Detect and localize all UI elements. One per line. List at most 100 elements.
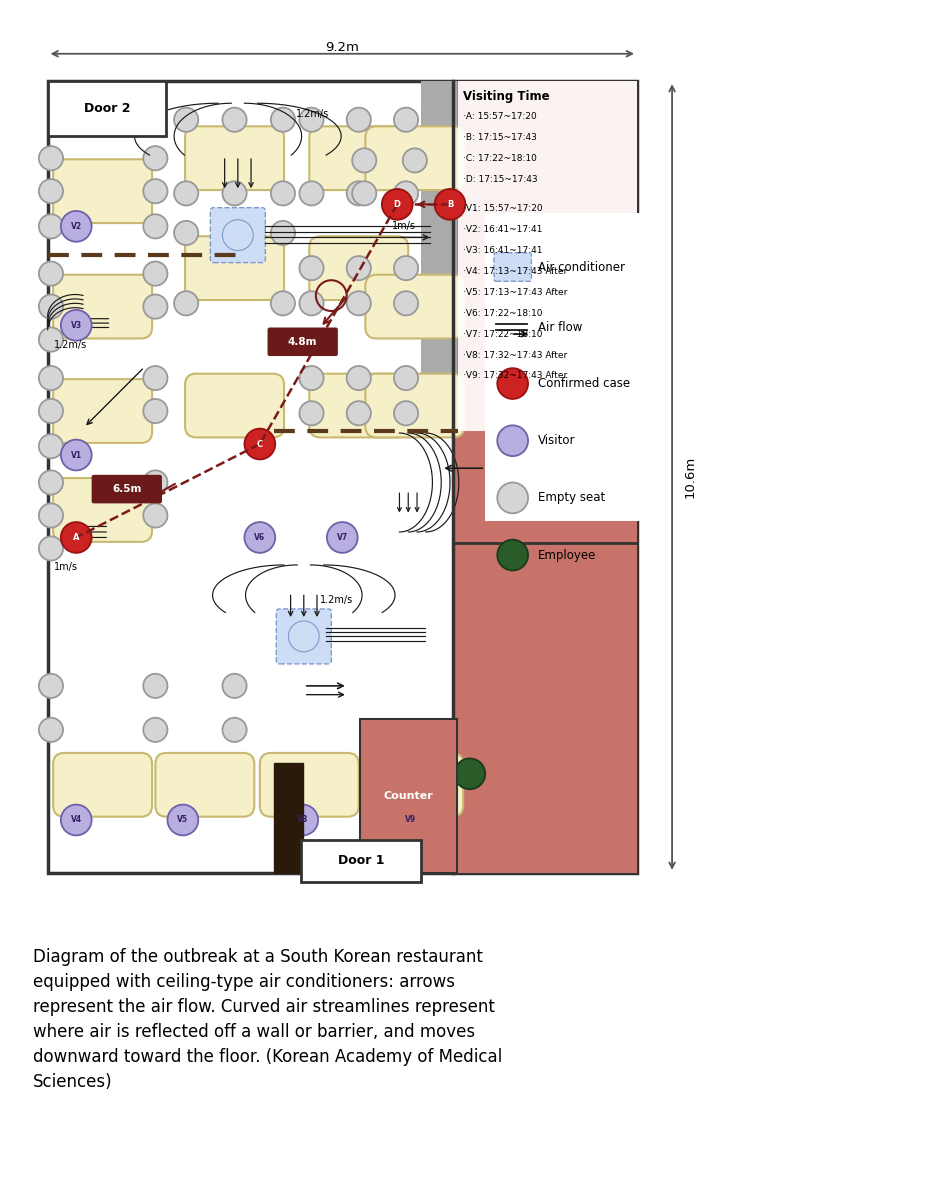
Circle shape: [346, 292, 371, 316]
Circle shape: [223, 220, 254, 251]
Text: V7: V7: [337, 533, 348, 542]
Circle shape: [270, 108, 295, 132]
Circle shape: [144, 294, 167, 319]
Circle shape: [300, 108, 324, 132]
Text: C: C: [256, 439, 263, 449]
Bar: [360, 719, 456, 872]
Circle shape: [38, 398, 63, 424]
Text: Employee: Employee: [538, 548, 596, 562]
Circle shape: [287, 804, 318, 835]
Circle shape: [244, 522, 275, 553]
Circle shape: [144, 215, 167, 239]
FancyBboxPatch shape: [364, 752, 463, 817]
Text: 1m/s: 1m/s: [54, 562, 78, 572]
Circle shape: [144, 673, 167, 698]
Text: V5: V5: [177, 816, 189, 824]
Text: V4: V4: [70, 816, 82, 824]
Circle shape: [244, 428, 275, 460]
Text: ·V1: 15:57~17:20: ·V1: 15:57~17:20: [463, 204, 543, 214]
FancyBboxPatch shape: [54, 379, 152, 443]
Circle shape: [300, 401, 324, 425]
Circle shape: [394, 401, 418, 425]
Circle shape: [174, 108, 198, 132]
Circle shape: [38, 673, 63, 698]
Text: ·V3: 16:41~17:41: ·V3: 16:41~17:41: [463, 246, 543, 256]
Circle shape: [498, 540, 528, 570]
Circle shape: [38, 718, 63, 742]
Text: Kitchen: Kitchen: [510, 336, 581, 354]
Circle shape: [435, 188, 466, 220]
Text: 1.2m/s: 1.2m/s: [320, 595, 354, 605]
Circle shape: [498, 425, 528, 456]
Circle shape: [352, 181, 377, 205]
FancyBboxPatch shape: [268, 328, 338, 356]
Text: V3: V3: [70, 320, 82, 330]
Circle shape: [38, 328, 63, 352]
Circle shape: [61, 211, 92, 241]
Circle shape: [223, 108, 247, 132]
Circle shape: [403, 149, 427, 173]
Circle shape: [38, 262, 63, 286]
Text: V8: V8: [297, 816, 308, 824]
Circle shape: [270, 292, 295, 316]
Circle shape: [144, 398, 167, 424]
Bar: [454, 542, 637, 872]
Circle shape: [38, 434, 63, 458]
Text: ·C: 17:22~18:10: ·C: 17:22~18:10: [463, 154, 537, 163]
FancyBboxPatch shape: [309, 373, 408, 438]
Text: ·A: 15:57~17:20: ·A: 15:57~17:20: [463, 112, 537, 121]
Circle shape: [174, 221, 198, 245]
FancyBboxPatch shape: [54, 160, 152, 223]
Circle shape: [144, 503, 167, 528]
Text: Visitor: Visitor: [538, 434, 576, 448]
Circle shape: [144, 262, 167, 286]
FancyBboxPatch shape: [185, 236, 284, 300]
Circle shape: [498, 368, 528, 398]
Circle shape: [38, 470, 63, 494]
Circle shape: [38, 294, 63, 319]
Text: ·V9: 17:32~17:43 After: ·V9: 17:32~17:43 After: [463, 372, 567, 380]
Text: V9: V9: [405, 816, 416, 824]
Circle shape: [346, 401, 371, 425]
Circle shape: [395, 804, 425, 835]
Text: Air conditioner: Air conditioner: [538, 260, 625, 274]
Circle shape: [144, 718, 167, 742]
Text: 9.2m: 9.2m: [325, 41, 360, 54]
Text: Counter: Counter: [383, 791, 433, 800]
Circle shape: [288, 622, 319, 652]
Circle shape: [38, 146, 63, 170]
Circle shape: [454, 758, 485, 790]
Text: ·V4: 17:13~17:43 After: ·V4: 17:13~17:43 After: [463, 268, 567, 276]
Text: Empty seat: Empty seat: [538, 491, 606, 504]
Text: Visiting Time: Visiting Time: [463, 90, 550, 103]
Circle shape: [144, 366, 167, 390]
Text: ·V8: 17:32~17:43 After: ·V8: 17:32~17:43 After: [463, 350, 567, 360]
Circle shape: [270, 181, 295, 205]
Circle shape: [514, 268, 545, 299]
Circle shape: [144, 146, 167, 170]
FancyBboxPatch shape: [365, 373, 464, 438]
Text: D: D: [393, 200, 401, 209]
Bar: [457, 82, 637, 431]
FancyBboxPatch shape: [309, 236, 408, 300]
Text: Confirmed case: Confirmed case: [538, 377, 630, 390]
Bar: [48, 82, 166, 137]
Circle shape: [167, 804, 198, 835]
Bar: [48, 82, 637, 872]
Text: V2: V2: [70, 222, 82, 230]
Circle shape: [300, 366, 324, 390]
FancyBboxPatch shape: [260, 752, 359, 817]
Circle shape: [346, 256, 371, 281]
Circle shape: [394, 366, 418, 390]
Bar: [300, 840, 422, 882]
Bar: [422, 82, 456, 433]
Circle shape: [144, 179, 167, 203]
Text: ·V6: 17:22~18:10: ·V6: 17:22~18:10: [463, 308, 543, 318]
Circle shape: [174, 181, 198, 205]
Text: Door 1: Door 1: [338, 854, 384, 868]
Text: V1: V1: [70, 450, 82, 460]
Text: A: A: [73, 533, 80, 542]
Circle shape: [394, 108, 418, 132]
Text: 1m/s: 1m/s: [392, 221, 416, 232]
Text: 1.2m/s: 1.2m/s: [54, 340, 87, 350]
